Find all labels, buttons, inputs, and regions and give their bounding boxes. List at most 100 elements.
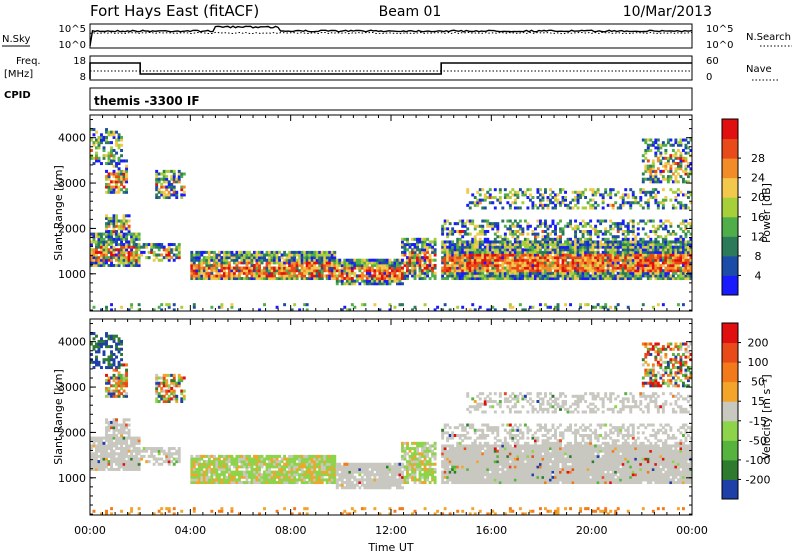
- power-cell: [669, 243, 673, 247]
- power-cell: [250, 256, 254, 260]
- power-cell: [330, 263, 334, 267]
- power-cell: [308, 277, 312, 281]
- power-cell: [240, 250, 244, 254]
- power-cell: [125, 169, 129, 173]
- power-cell: [318, 271, 322, 275]
- power-cell: [235, 277, 239, 281]
- velocity-cell: [117, 428, 121, 432]
- power-cell: [157, 248, 161, 252]
- power-cell: [212, 263, 216, 267]
- power-cell: [654, 261, 658, 265]
- velocity-cell: [155, 373, 159, 377]
- power-cell: [278, 274, 282, 278]
- power-cell: [132, 240, 136, 244]
- power-cell: [172, 190, 176, 194]
- power-cell: [594, 224, 598, 228]
- velocity-cell: [115, 389, 118, 393]
- power-cell: [586, 245, 590, 249]
- power-cell: [649, 253, 653, 257]
- velocity-cell: [122, 460, 126, 464]
- power-cell: [671, 253, 675, 257]
- power-cell: [641, 261, 645, 265]
- power-cell: [268, 261, 271, 265]
- velocity-cell: [150, 449, 154, 453]
- power-cell: [641, 154, 645, 158]
- power-cell: [661, 245, 665, 249]
- velocity-cell: [222, 481, 226, 485]
- power-cell: [453, 243, 457, 247]
- velocity-cell: [115, 467, 118, 471]
- power-cell: [636, 240, 640, 244]
- power-cell: [651, 188, 655, 192]
- power-cell: [521, 266, 525, 270]
- power-cell: [145, 245, 149, 249]
- power-cell: [245, 266, 249, 270]
- power-cell: [686, 196, 690, 200]
- power-cell: [210, 266, 214, 270]
- power-cell: [581, 219, 585, 223]
- power-cell: [511, 248, 515, 252]
- power-cell: [684, 143, 688, 147]
- cpid-value: themis -3300 IF: [94, 94, 200, 108]
- power-cell: [556, 266, 560, 270]
- velocity-cell: [177, 449, 181, 453]
- power-cell: [105, 190, 108, 194]
- power-cell: [426, 271, 430, 275]
- power-cell: [564, 256, 567, 260]
- power-cell: [473, 263, 477, 267]
- velocity-cell: [95, 449, 98, 453]
- power-cell: [651, 169, 655, 173]
- power-cell: [679, 266, 683, 270]
- velocity-cell: [95, 444, 98, 448]
- power-cell: [365, 282, 369, 286]
- power-cell: [681, 245, 685, 249]
- power-cell: [659, 263, 663, 267]
- power-cell: [345, 269, 349, 273]
- velocity-cell: [112, 454, 116, 458]
- velocity-cell: [222, 465, 226, 469]
- power-cell: [541, 245, 545, 249]
- power-cell: [644, 256, 648, 260]
- power-cell: [97, 258, 101, 262]
- power-cell: [493, 271, 497, 275]
- power-cell: [466, 188, 470, 192]
- power-cell: [664, 227, 668, 231]
- power-cell: [604, 253, 608, 257]
- power-cell: [157, 190, 161, 194]
- power-cell: [428, 269, 432, 273]
- power-cell: [137, 243, 141, 247]
- power-cell: [471, 258, 475, 262]
- power-cell: [258, 250, 261, 254]
- velocity-cell: [197, 467, 201, 471]
- power-cell: [413, 271, 417, 275]
- power-cell: [428, 253, 432, 257]
- power-cell: [669, 164, 673, 168]
- power-cell: [601, 277, 605, 281]
- power-cell: [456, 243, 460, 247]
- power-cell: [631, 266, 635, 270]
- velocity-cell: [122, 457, 126, 461]
- power-cell: [90, 128, 93, 132]
- power-cell: [689, 263, 693, 267]
- power-cell: [192, 258, 196, 262]
- power-cell: [90, 248, 93, 252]
- power-cell: [463, 240, 467, 244]
- power-cell: [571, 263, 575, 267]
- power-cell: [511, 258, 515, 262]
- velocity-cell: [227, 470, 231, 474]
- power-cell: [358, 258, 362, 262]
- power-cell: [115, 222, 118, 226]
- power-cell: [498, 263, 502, 267]
- power-cell: [639, 196, 643, 200]
- power-cell: [112, 148, 116, 152]
- velocity-cell: [140, 457, 144, 461]
- power-cell: [197, 266, 201, 270]
- power-cell: [110, 261, 113, 265]
- velocity-cell: [190, 470, 194, 474]
- power-cell: [92, 237, 96, 241]
- power-cell: [453, 253, 457, 257]
- power-cell: [533, 277, 537, 281]
- power-cell: [248, 258, 251, 262]
- power-cell: [619, 258, 623, 262]
- power-cell: [629, 240, 633, 244]
